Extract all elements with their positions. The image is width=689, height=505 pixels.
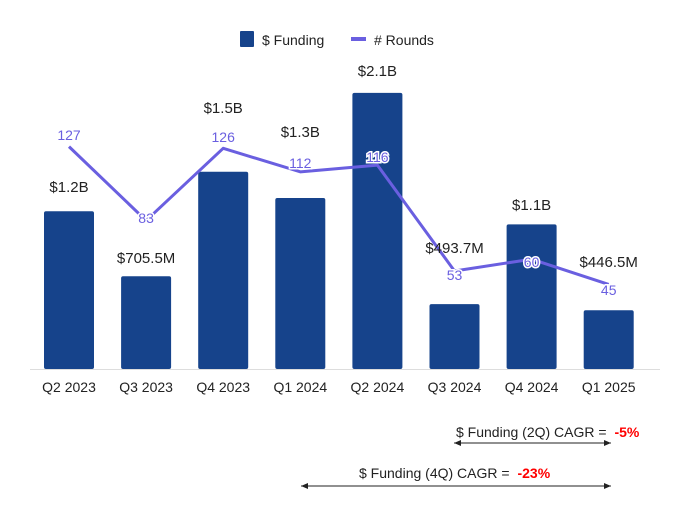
cagr-4q-value: -23% (517, 465, 550, 481)
funding-data-label: $2.1B (358, 63, 397, 80)
funding-bar (352, 92, 403, 369)
legend-rounds-label: # Rounds (374, 32, 434, 48)
x-tick-label: Q3 2023 (119, 379, 173, 395)
funding-bar (198, 171, 249, 369)
rounds-data-label: 83 (138, 210, 154, 226)
rounds-data-label: 53 (447, 267, 463, 283)
funding-bar (429, 304, 480, 369)
funding-data-label: $705.5M (117, 250, 175, 267)
funding-bar (275, 198, 326, 369)
funding-data-label: $1.2B (49, 179, 88, 196)
rounds-data-label: 60 (524, 254, 540, 270)
funding-data-label: $493.7M (425, 240, 483, 257)
cagr-2q-value: -5% (614, 424, 639, 440)
cagr-4q-annotation: $ Funding (4Q) CAGR = -23% (301, 465, 611, 489)
cagr-2q-annotation: $ Funding (2Q) CAGR = -5% (454, 424, 640, 446)
funding-bar (121, 276, 172, 369)
x-tick-label: Q1 2025 (582, 379, 636, 395)
rounds-line (67, 145, 610, 286)
rounds-data-label: 45 (601, 282, 617, 298)
x-tick-label: Q2 2024 (351, 379, 405, 395)
legend-funding-label: $ Funding (262, 32, 324, 48)
cagr-4q-text: $ Funding (4Q) CAGR = -23% (359, 465, 551, 481)
x-tick-label: Q4 2024 (505, 379, 559, 395)
legend-rounds-swatch (351, 37, 366, 41)
x-tick-label: Q3 2024 (428, 379, 482, 395)
funding-bar (583, 310, 634, 369)
funding-data-label: $1.5B (204, 100, 243, 117)
funding-data-label: $1.3B (281, 124, 320, 141)
x-tick-label: Q4 2023 (196, 379, 250, 395)
funding-bar (506, 224, 557, 369)
funding-bar (44, 211, 94, 369)
x-tick-label: Q1 2024 (273, 379, 327, 395)
rounds-data-label: 127 (57, 127, 81, 143)
funding-data-label: $446.5M (580, 254, 638, 271)
rounds-data-label: 112 (289, 155, 312, 171)
legend-funding-swatch (240, 31, 254, 47)
funding-data-label: $1.1B (512, 197, 551, 214)
rounds-data-label: 126 (212, 129, 236, 145)
rounds-data-label: 116 (366, 149, 389, 165)
cagr-2q-text: $ Funding (2Q) CAGR = -5% (456, 424, 640, 440)
legend: $ Funding # Rounds (240, 31, 434, 48)
x-tick-label: Q2 2023 (42, 379, 96, 395)
